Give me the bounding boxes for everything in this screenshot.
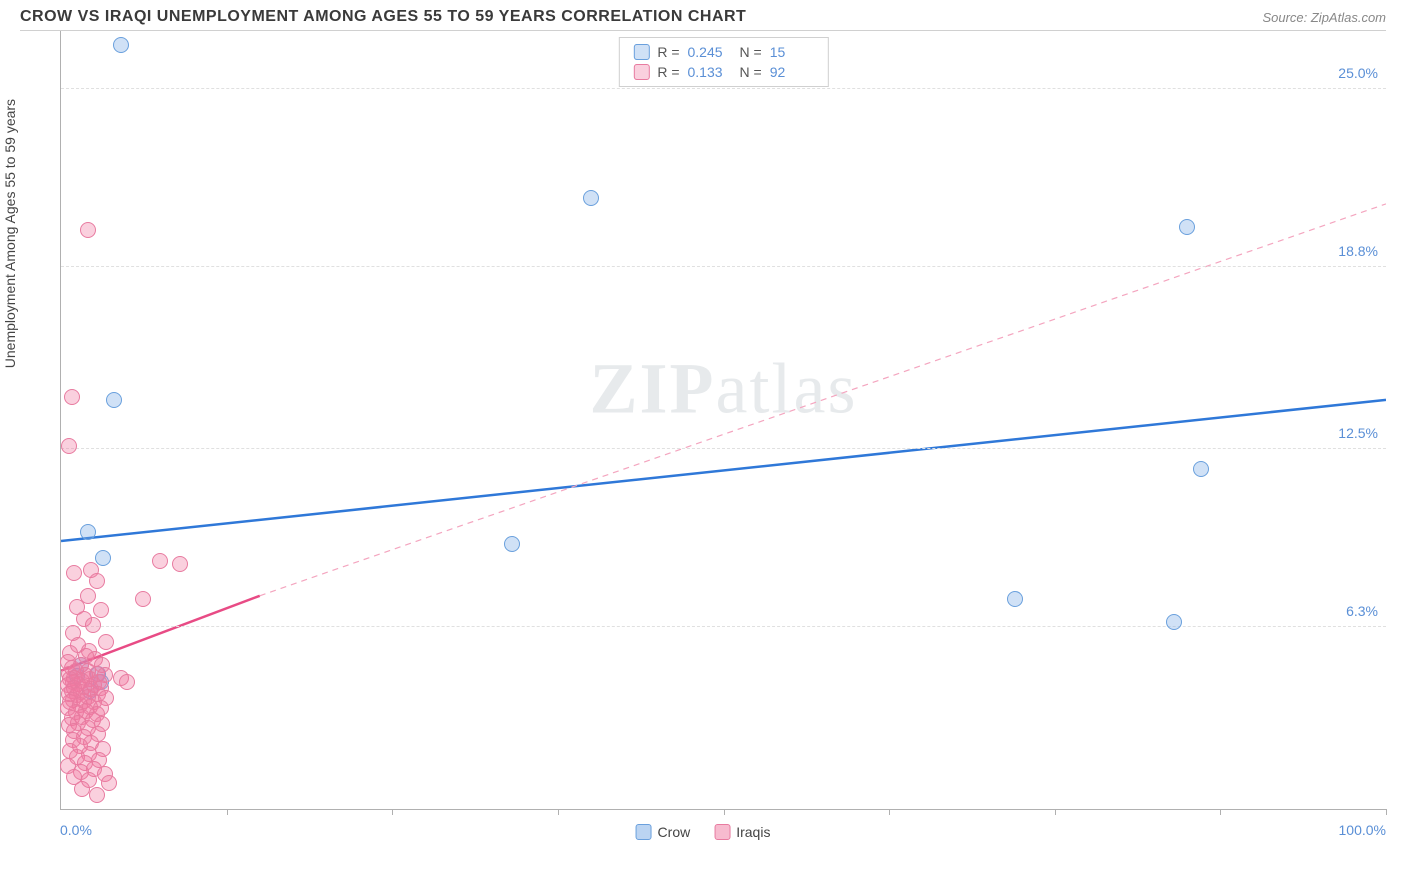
data-point bbox=[64, 389, 80, 405]
legend-item: Crow bbox=[636, 824, 691, 840]
y-tick-label: 12.5% bbox=[1338, 425, 1378, 441]
x-tick bbox=[724, 809, 725, 815]
legend-swatch bbox=[714, 824, 730, 840]
data-point bbox=[66, 565, 82, 581]
x-tick bbox=[227, 809, 228, 815]
data-point bbox=[93, 602, 109, 618]
correlation-legend: R = 0.245 N = 15 R = 0.133 N = 92 bbox=[618, 37, 828, 87]
gridline bbox=[61, 88, 1386, 89]
legend-label: Crow bbox=[658, 824, 691, 840]
data-point bbox=[80, 222, 96, 238]
legend-swatch bbox=[633, 64, 649, 80]
data-point bbox=[135, 591, 151, 607]
legend-n-value: 15 bbox=[770, 44, 814, 60]
x-axis-max-label: 100.0% bbox=[1339, 822, 1386, 838]
data-point bbox=[1193, 461, 1209, 477]
legend-r-value: 0.133 bbox=[688, 64, 732, 80]
legend-item: Iraqis bbox=[714, 824, 770, 840]
gridline bbox=[61, 266, 1386, 267]
data-point bbox=[80, 524, 96, 540]
legend-swatch bbox=[633, 44, 649, 60]
legend-n-label: N = bbox=[740, 64, 762, 80]
y-tick-label: 18.8% bbox=[1338, 243, 1378, 259]
data-point bbox=[1179, 219, 1195, 235]
data-point bbox=[172, 556, 188, 572]
x-axis-min-label: 0.0% bbox=[60, 822, 92, 838]
legend-n-value: 92 bbox=[770, 64, 814, 80]
chart-area: Unemployment Among Ages 55 to 59 years Z… bbox=[20, 30, 1386, 850]
trend-lines bbox=[61, 31, 1386, 809]
data-point bbox=[101, 775, 117, 791]
gridline bbox=[61, 448, 1386, 449]
x-tick bbox=[1055, 809, 1056, 815]
data-point bbox=[89, 573, 105, 589]
data-point bbox=[152, 553, 168, 569]
plot-region: ZIPatlas R = 0.245N = 15R = 0.133N = 92 … bbox=[60, 31, 1386, 810]
legend-row: R = 0.245 N = 15 bbox=[619, 42, 827, 62]
legend-r-label: R = bbox=[657, 64, 679, 80]
data-point bbox=[583, 190, 599, 206]
legend-label: Iraqis bbox=[736, 824, 770, 840]
legend-r-label: R = bbox=[657, 44, 679, 60]
data-point bbox=[504, 536, 520, 552]
chart-source: Source: ZipAtlas.com bbox=[1262, 10, 1386, 25]
data-point bbox=[98, 634, 114, 650]
y-tick-label: 6.3% bbox=[1346, 603, 1378, 619]
data-point bbox=[113, 37, 129, 53]
legend-row: R = 0.133 N = 92 bbox=[619, 62, 827, 82]
x-tick bbox=[558, 809, 559, 815]
data-point bbox=[119, 674, 135, 690]
x-tick bbox=[1386, 809, 1387, 815]
legend-n-label: N = bbox=[740, 44, 762, 60]
data-point bbox=[95, 550, 111, 566]
y-tick-label: 25.0% bbox=[1338, 65, 1378, 81]
series-legend: Crow Iraqis bbox=[636, 824, 771, 840]
gridline bbox=[61, 626, 1386, 627]
legend-swatch bbox=[636, 824, 652, 840]
y-axis-label: Unemployment Among Ages 55 to 59 years bbox=[2, 98, 18, 367]
legend-r-value: 0.245 bbox=[688, 44, 732, 60]
chart-header: CROW VS IRAQI UNEMPLOYMENT AMONG AGES 55… bbox=[0, 0, 1406, 30]
data-point bbox=[89, 787, 105, 803]
data-point bbox=[1166, 614, 1182, 630]
x-tick bbox=[1220, 809, 1221, 815]
data-point bbox=[1007, 591, 1023, 607]
data-point bbox=[85, 617, 101, 633]
watermark: ZIPatlas bbox=[590, 347, 858, 430]
x-tick bbox=[889, 809, 890, 815]
x-tick bbox=[392, 809, 393, 815]
chart-title: CROW VS IRAQI UNEMPLOYMENT AMONG AGES 55… bbox=[20, 8, 746, 26]
data-point bbox=[61, 438, 77, 454]
data-point bbox=[106, 392, 122, 408]
